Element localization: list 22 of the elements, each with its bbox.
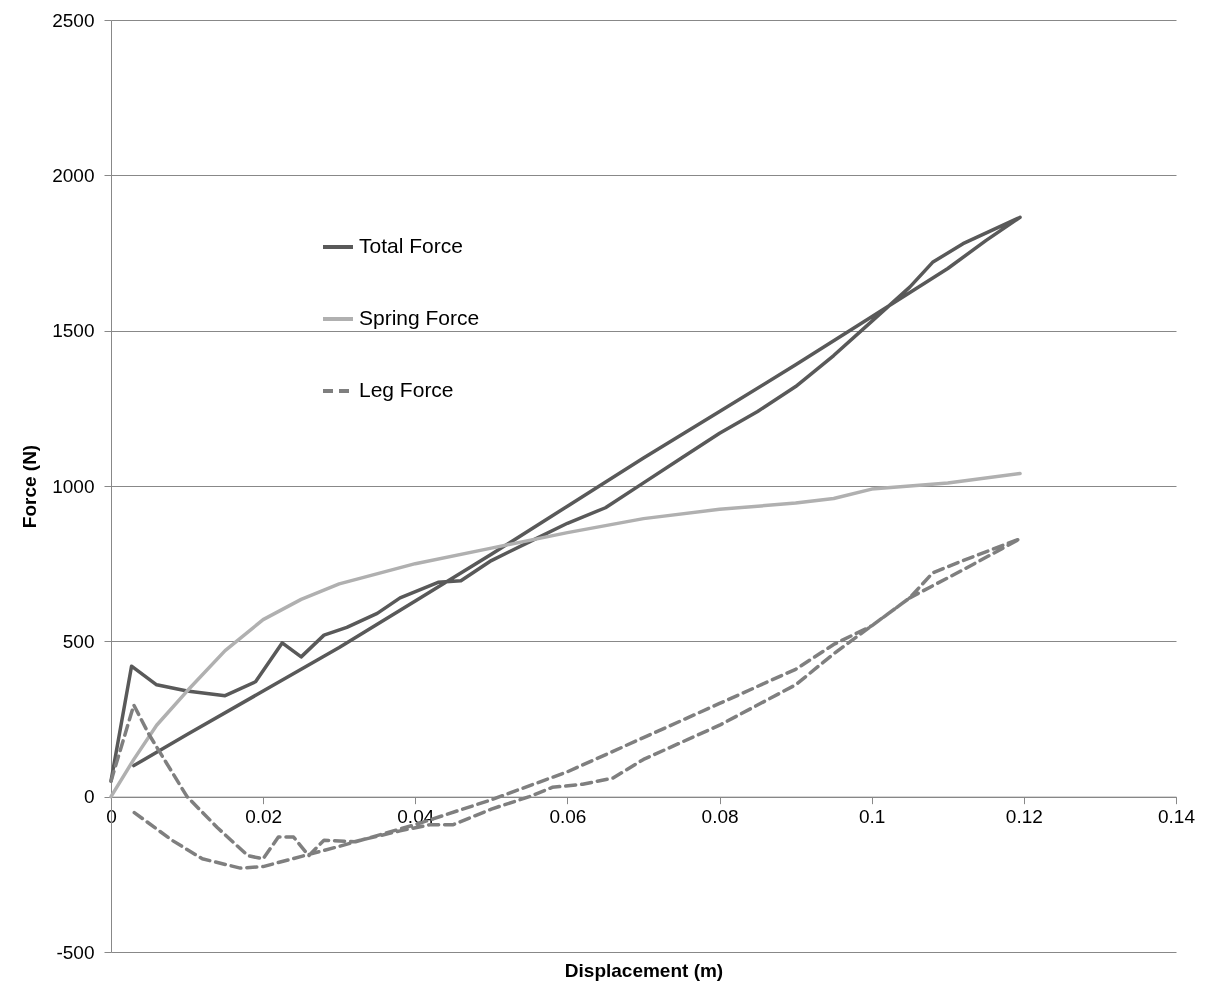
y-tick-label: 0 (83, 786, 95, 808)
y-tick-label: 2500 (52, 9, 95, 31)
legend-label: Total Force (359, 234, 463, 257)
line-series (109, 215, 1022, 783)
legend-label: Leg Force (359, 378, 454, 401)
x-tick-label: 0.12 (1005, 806, 1043, 828)
y-tick-label: 1500 (52, 320, 95, 342)
y-tick-label: 500 (62, 630, 95, 652)
x-tick-label: 0.14 (1158, 806, 1196, 828)
y-tick-label: -500 (56, 941, 95, 963)
x-tick-label: 0.08 (701, 806, 739, 828)
y-axis-title: Force (N) (19, 444, 41, 529)
legend-label: Spring Force (359, 306, 480, 329)
x-tick-label: 0 (106, 806, 117, 828)
x-tick-label: 0.1 (859, 806, 886, 828)
x-axis-title: Displacement (m) (564, 959, 724, 981)
x-tick-label: 0.06 (549, 806, 587, 828)
x-tick-label: 0.02 (245, 806, 283, 828)
x-tick-label: 0.04 (397, 806, 435, 828)
y-tick-label: 2000 (52, 164, 95, 186)
line-series (109, 471, 1022, 799)
y-tick-label: 1000 (52, 475, 95, 497)
